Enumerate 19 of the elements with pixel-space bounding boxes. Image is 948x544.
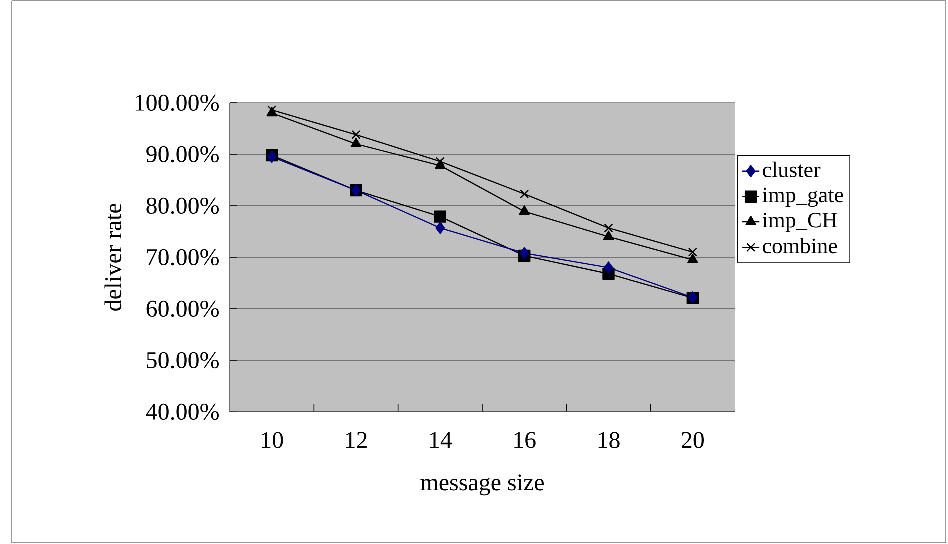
y-tick-label: 60.00% [146,300,219,318]
x-tick-label: 18 [598,432,620,448]
x-tick-label: 16 [514,432,536,448]
x-tick-label: 20 [682,432,704,448]
y-tick-label: 50.00% [147,352,219,369]
legend-label: combine [763,238,838,254]
y-tick-label: 40.00% [146,404,219,420]
x-axis-title: message size [420,474,544,496]
x-tick-label: 14 [430,432,452,448]
legend-label: imp_gate [762,188,844,208]
y-tick-label: 70.00% [147,249,219,266]
x-tick-label: 12 [346,432,367,448]
y-tick-label: 100.00% [136,94,219,112]
legend-label: imp_CH [762,212,838,232]
y-tick-label: 80.00% [146,198,219,214]
x-tick-label: 10 [262,432,284,448]
y-tick-label: 90.00% [146,146,219,163]
y-axis-title: deliver rate [104,204,122,311]
legend-label: cluster [763,162,821,178]
